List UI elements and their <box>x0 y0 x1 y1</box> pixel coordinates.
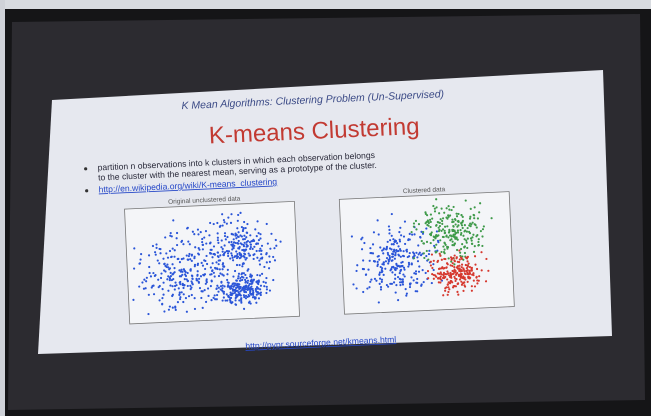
body: K Mean Algorithms: Clustering Problem (U… <box>0 0 651 416</box>
page: {"slide": { "subtitle": "K Mean Algorith… <box>0 0 651 416</box>
top-edge <box>0 0 651 9</box>
left-edge <box>0 0 5 416</box>
slide <box>38 70 612 354</box>
plot-frame <box>339 192 514 315</box>
photo: K Mean Algorithms: Clustering Problem (U… <box>0 0 651 416</box>
